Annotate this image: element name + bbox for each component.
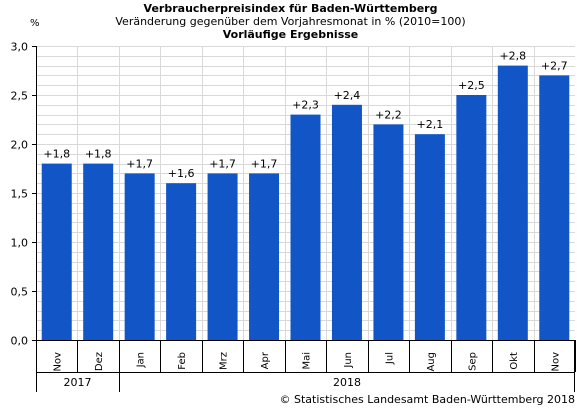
bar (124, 173, 155, 340)
bar (539, 75, 570, 341)
y-tick-label: 1,0 (11, 237, 29, 250)
x-tick-label: Okt (509, 352, 520, 370)
bar-value-label: +1,7 (126, 157, 153, 170)
x-tick-label: Sep (467, 352, 478, 371)
bar-value-label: +1,8 (43, 148, 70, 161)
bar (83, 163, 114, 340)
bar-value-label: +1,7 (251, 157, 278, 170)
bar (331, 104, 362, 340)
x-tick-label: Nov (53, 352, 64, 372)
y-tick-label: 2,0 (11, 139, 29, 152)
bar (207, 173, 238, 340)
bar (166, 183, 197, 340)
bar-value-label: +2,2 (375, 108, 402, 121)
y-tick-label: 3,0 (11, 41, 29, 54)
x-tick-label: Feb (177, 352, 188, 370)
x-tick-label: Jun (343, 352, 354, 369)
x-tick-label: Mai (302, 352, 313, 370)
bar-value-label: +2,7 (541, 59, 568, 72)
x-tick-label: Mrz (219, 352, 230, 370)
x-tick-label: Jul (384, 352, 395, 365)
x-tick-label: Dez (94, 352, 105, 371)
y-axis-unit-label: % (30, 18, 40, 29)
year-label: 2018 (333, 376, 361, 389)
x-tick-label: Jan (136, 352, 147, 368)
y-tick-label: 0,5 (11, 286, 29, 299)
bar (414, 134, 445, 340)
bar-value-label: +1,8 (85, 148, 112, 161)
bar (497, 65, 528, 340)
bar (290, 114, 321, 340)
x-tick-label: Nov (550, 352, 561, 372)
bar-value-label: +1,7 (209, 157, 236, 170)
y-tick-label: 2,5 (11, 90, 29, 103)
bar-value-label: +2,8 (499, 50, 526, 63)
bar (41, 163, 72, 340)
year-label: 2017 (63, 376, 91, 389)
bar (456, 95, 487, 340)
bar-value-label: +1,6 (168, 167, 195, 180)
x-tick-label: Aug (426, 352, 437, 372)
y-tick-label: 0,0 (11, 335, 29, 348)
bar-value-label: +2,5 (458, 79, 485, 92)
bar-value-label: +2,4 (334, 89, 361, 102)
y-tick-label: 1,5 (11, 188, 29, 201)
source-note: © Statistisches Landesamt Baden-Württemb… (279, 393, 575, 406)
bar (373, 124, 404, 341)
x-tick-label: Apr (260, 351, 271, 369)
bar-value-label: +2,3 (292, 99, 319, 112)
bar (249, 173, 280, 340)
bar-value-label: +2,1 (417, 118, 444, 131)
